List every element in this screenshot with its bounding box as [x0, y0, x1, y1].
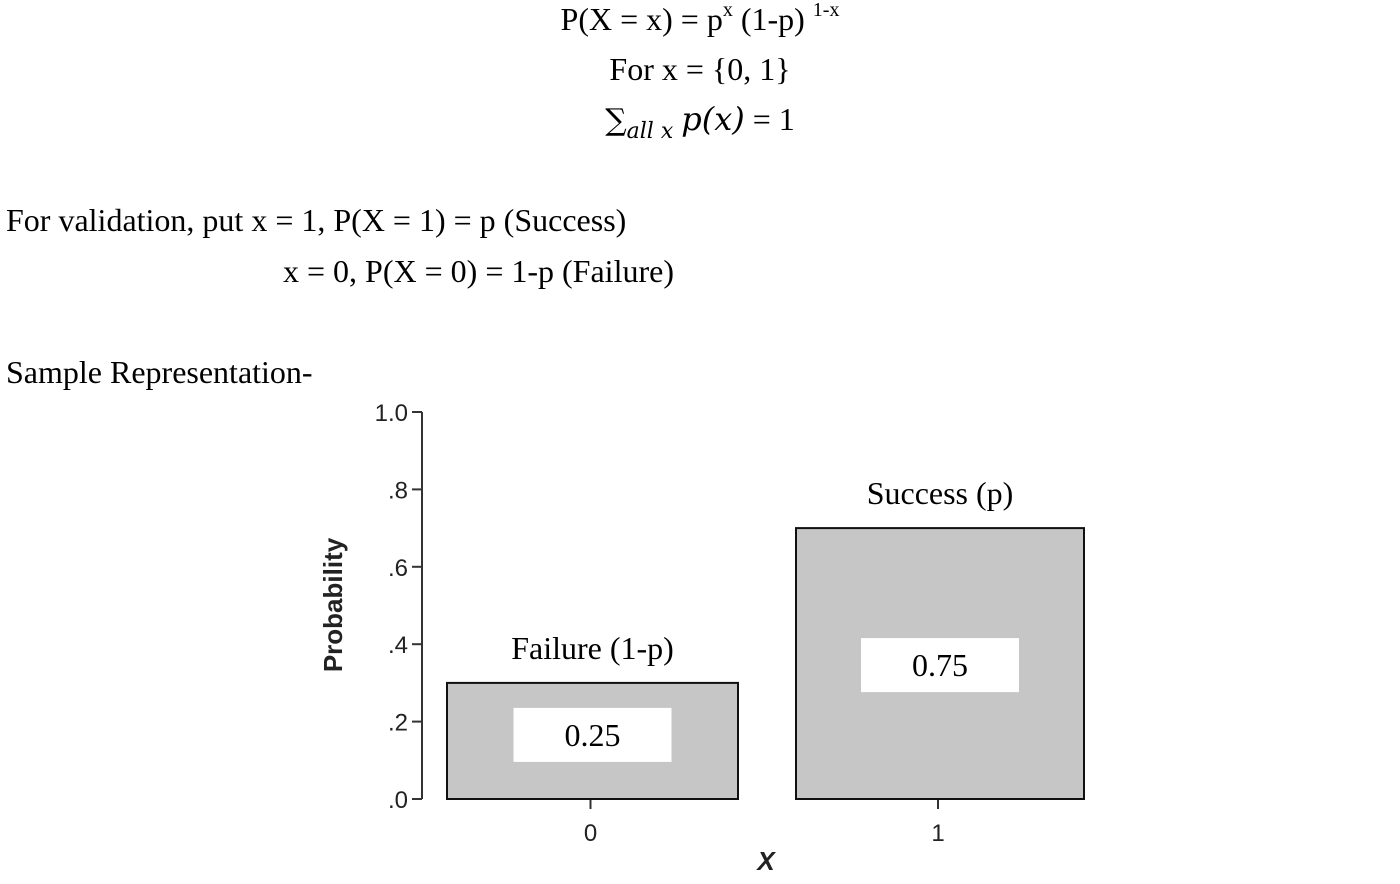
domain-line: For x = {0, 1} — [609, 51, 791, 87]
pmf-middle: (1-p) — [732, 1, 813, 37]
sample-heading: Sample Representation- — [6, 354, 313, 390]
sum-rhs: = 1 — [744, 101, 795, 137]
value-box-label-1: 0.75 — [912, 647, 968, 683]
pmf-exponent-x: x — [722, 0, 733, 21]
pmf-formula: P(X = x) = px (1-p) 1-x — [0, 0, 1400, 38]
y-tick-label: .0 — [388, 787, 408, 814]
chart-axes: .0 .2 .4 .6 .8 1.0 Probability 0 1 X — [318, 400, 945, 876]
sum-body: p(x) — [681, 100, 745, 138]
sum-symbol: ∑ — [605, 103, 627, 138]
y-tick-label: .2 — [388, 710, 408, 737]
value-box-1 — [861, 638, 1019, 693]
value-box-0 — [513, 707, 672, 762]
value-box-label-0: 0.25 — [565, 717, 621, 753]
y-tick-label: 1.0 — [375, 400, 408, 427]
sum-subscript: all x — [626, 119, 674, 144]
pmf-exponent-1-x: 1-x — [812, 0, 840, 21]
validation-line-1: For validation, put x = 1, P(X = 1) = p … — [6, 202, 627, 238]
x-axis-label: X — [755, 846, 776, 876]
y-axis-label: Probability — [318, 537, 348, 672]
chart-labels: Failure (1-p) 0.25 Success (p) 0.75 — [511, 475, 1019, 762]
bar-annotation-1: Success (p) — [867, 475, 1014, 511]
x-tick-label: 1 — [931, 820, 944, 847]
y-tick-label: .8 — [388, 477, 408, 504]
x-tick-label: 0 — [584, 820, 597, 847]
y-tick-label: .4 — [388, 632, 408, 659]
y-tick-label: .6 — [388, 555, 408, 582]
sum-formula: ∑all x p(x) = 1 — [0, 100, 1400, 144]
validation-line-2: x = 0, P(X = 0) = 1-p (Failure) — [283, 253, 674, 289]
bar-annotation-0: Failure (1-p) — [511, 630, 674, 666]
pmf-lhs: P(X = x) = p — [560, 1, 723, 37]
